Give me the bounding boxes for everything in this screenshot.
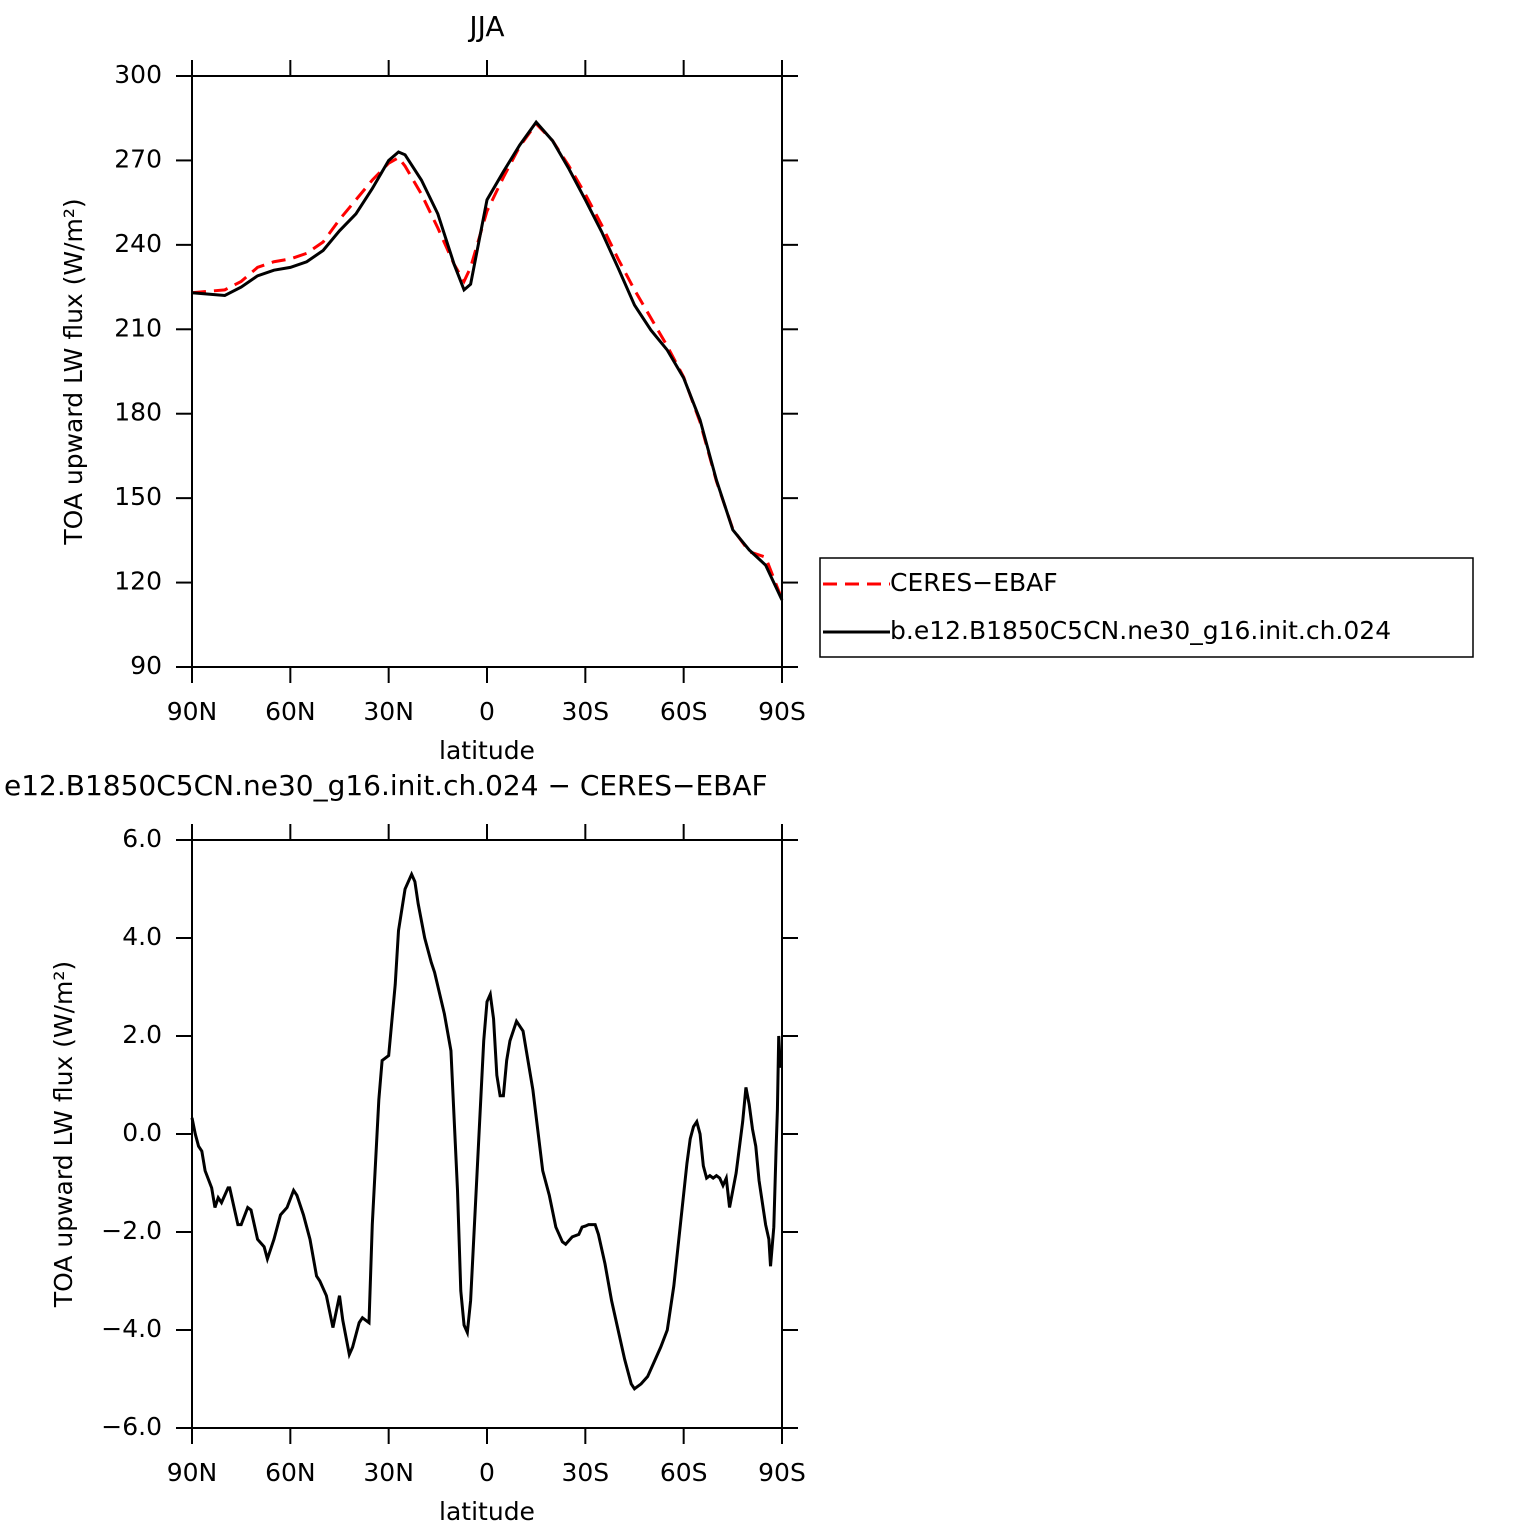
y-tick-label: 120	[114, 567, 162, 596]
x-tick-label: 30N	[363, 1458, 414, 1487]
y-axis-label: TOA upward LW flux (W/m²)	[59, 198, 88, 545]
legend-box	[819, 557, 1474, 658]
y-tick-label: 0.0	[122, 1118, 162, 1147]
data-line	[191, 121, 784, 601]
data-line	[190, 870, 782, 1391]
chart-title: JJA	[467, 10, 504, 43]
y-tick-label: 4.0	[122, 922, 162, 951]
x-tick-label: 0	[479, 1458, 495, 1487]
x-axis-label: latitude	[439, 1497, 535, 1526]
legend-label: b.e12.B1850C5CN.ne30_g16.init.ch.024	[890, 616, 1391, 645]
x-tick-label: 90N	[167, 697, 218, 726]
y-tick-label: 210	[114, 313, 162, 342]
x-tick-label: 90S	[758, 697, 806, 726]
x-tick-label: 30N	[363, 697, 414, 726]
y-tick-label: 180	[114, 398, 162, 427]
y-tick-label: 150	[114, 482, 162, 511]
y-tick-label: 270	[114, 144, 162, 173]
x-tick-label: 60N	[265, 1458, 316, 1487]
chart-title: e12.B1850C5CN.ne30_g16.init.ch.024 − CER…	[4, 769, 768, 802]
y-tick-label: 240	[114, 229, 162, 258]
x-tick-label: 60N	[265, 697, 316, 726]
y-tick-label: 300	[114, 60, 162, 89]
x-tick-label: 90S	[758, 1458, 806, 1487]
x-tick-label: 60S	[660, 1458, 708, 1487]
x-tick-label: 30S	[561, 697, 609, 726]
x-tick-label: 0	[479, 697, 495, 726]
x-tick-label: 60S	[660, 697, 708, 726]
y-tick-label: −2.0	[101, 1216, 162, 1245]
y-tick-label: −4.0	[101, 1314, 162, 1343]
y-tick-label: −6.0	[101, 1412, 162, 1441]
x-axis-label: latitude	[439, 736, 535, 765]
legend-label: CERES−EBAF	[890, 568, 1058, 597]
plot-frame	[191, 75, 783, 668]
y-tick-label: 2.0	[122, 1020, 162, 1049]
x-tick-label: 30S	[561, 1458, 609, 1487]
y-tick-label: 90	[130, 651, 162, 680]
y-axis-label: TOA upward LW flux (W/m²)	[49, 961, 78, 1308]
plot-frame	[191, 839, 783, 1429]
data-line	[191, 119, 784, 601]
y-tick-label: 6.0	[122, 824, 162, 853]
x-tick-label: 90N	[167, 1458, 218, 1487]
